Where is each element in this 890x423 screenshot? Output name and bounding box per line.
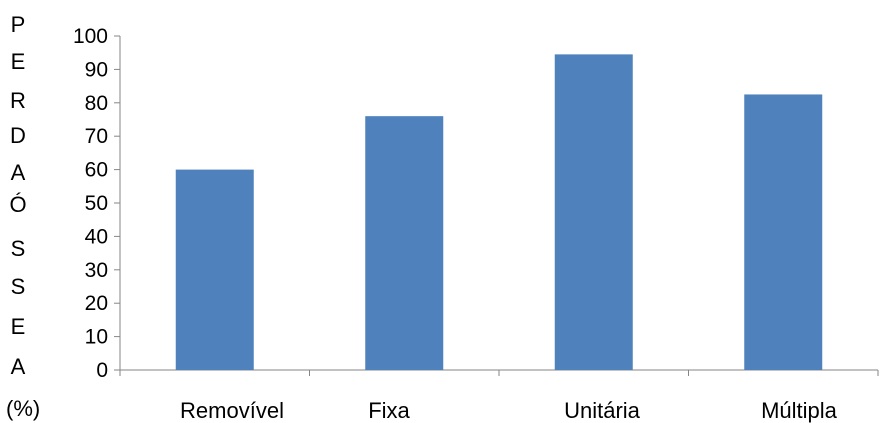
y-axis-title-letter: A: [10, 354, 26, 379]
x-tick-label: Múltipla: [761, 398, 838, 423]
y-axis-title-letter: S: [10, 274, 26, 299]
y-axis-unit: (%): [6, 396, 41, 421]
y-tick-label: 0: [96, 359, 108, 382]
y-axis-title-letter: D: [10, 123, 26, 148]
y-axis-title-letter: S: [10, 236, 26, 261]
bar-fixa: [365, 116, 444, 370]
y-tick-label: 90: [85, 58, 108, 81]
y-tick-label: 30: [85, 259, 108, 282]
x-tick-label: Removível: [180, 398, 284, 423]
y-tick-label: 20: [85, 292, 108, 315]
y-axis-title-letter: Ó: [9, 192, 27, 217]
y-axis-title-letter: P: [10, 12, 26, 37]
bar-múltipla: [744, 94, 823, 370]
y-axis-title-letter: E: [10, 49, 26, 74]
x-tick-label: Unitária: [564, 398, 641, 423]
y-tick-label: 70: [85, 125, 108, 148]
y-axis-title-letter: E: [10, 314, 26, 339]
y-tick-label: 50: [85, 192, 108, 215]
y-axis-title-letter: R: [10, 88, 26, 113]
y-axis-title-letter: A: [10, 160, 26, 185]
y-tick-label: 100: [73, 25, 108, 48]
bar-unitária: [554, 54, 633, 371]
bar-removível: [175, 169, 254, 370]
y-tick-label: 10: [85, 326, 108, 349]
y-tick-label: 40: [85, 225, 108, 248]
x-tick-label: Fixa: [368, 398, 410, 423]
y-tick-label: 60: [85, 159, 108, 182]
y-tick-label: 80: [85, 92, 108, 115]
